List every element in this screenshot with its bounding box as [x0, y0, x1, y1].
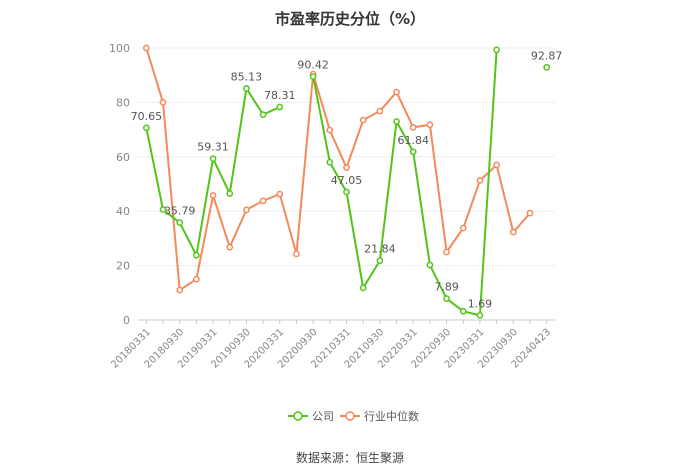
company-point [543, 64, 551, 71]
y-tick-label: 20 [116, 260, 130, 273]
company-point [226, 190, 234, 197]
industry-median-point [376, 107, 384, 115]
industry-median-point [509, 228, 517, 236]
industry-median-point [159, 99, 167, 106]
company-data-label: 61.84 [397, 134, 429, 147]
industry-median-point [426, 121, 434, 129]
company-point [276, 103, 284, 111]
company-point [476, 312, 484, 319]
industry-median-point [459, 224, 467, 232]
company-point [426, 261, 434, 269]
company-data-label: 78.31 [264, 89, 296, 102]
legend-company-marker [293, 411, 303, 421]
company-point [243, 85, 250, 92]
industry-median-point [276, 190, 284, 198]
legend-industry-median-label: 行业中位数 [364, 409, 419, 423]
data-source-note: 数据来源：恒生聚源 [295, 451, 404, 465]
industry-median-point [326, 126, 334, 134]
industry-median-point [142, 44, 150, 52]
company-point [343, 188, 350, 196]
company-point [493, 46, 500, 54]
y-tick-label: 80 [116, 96, 130, 109]
company-point [176, 219, 184, 227]
company-point [193, 251, 200, 259]
company-data-label: 59.31 [197, 141, 229, 154]
industry-median-point [259, 197, 267, 205]
y-tick-label: 60 [116, 151, 130, 164]
company-point [142, 124, 150, 132]
company-point [326, 158, 334, 166]
company-point [409, 148, 417, 156]
company-data-label: 7.89 [434, 281, 459, 294]
industry-median-point [359, 116, 367, 124]
industry-median-point [226, 243, 234, 251]
company-data-label: 90.42 [297, 59, 329, 72]
industry-median-point [293, 250, 300, 258]
industry-median-point [476, 177, 484, 184]
industry-median-point [343, 164, 350, 172]
industry-median-point [493, 161, 500, 169]
company-data-label: 35.79 [164, 205, 196, 218]
industry-median-point [443, 248, 450, 256]
y-tick-label: 0 [123, 314, 130, 327]
industry-median-point [193, 275, 200, 283]
industry-median-series-line [145, 47, 531, 292]
company-point [259, 111, 267, 118]
company-data-label: 47.05 [331, 174, 363, 187]
industry-median-point [409, 124, 417, 131]
company-series-line [145, 85, 281, 259]
chart-title: 市盈率历史分位（%） [274, 10, 426, 28]
company-data-label: 1.69 [468, 297, 493, 310]
industry-median-point [526, 209, 534, 217]
company-point [459, 307, 467, 315]
company-data-label: 70.65 [131, 110, 163, 123]
industry-median-point [243, 206, 250, 214]
legend-company-label: 公司 [312, 410, 334, 423]
company-point [209, 155, 217, 163]
company-point [309, 73, 317, 80]
company-point [359, 284, 367, 292]
company-data-label: 85.13 [231, 70, 263, 83]
legend-industry-median-marker [345, 411, 355, 421]
industry-median-point [393, 88, 400, 96]
company-data-label: 21.84 [364, 243, 396, 256]
company-point [159, 206, 167, 213]
company-point [393, 118, 400, 125]
industry-median-point [209, 192, 217, 199]
company-data-label: 92.87 [531, 49, 563, 62]
y-tick-label: 100 [109, 42, 130, 55]
industry-median-point [176, 286, 184, 294]
y-tick-label: 40 [116, 205, 130, 218]
company-point [443, 295, 450, 302]
company-point [376, 257, 384, 264]
